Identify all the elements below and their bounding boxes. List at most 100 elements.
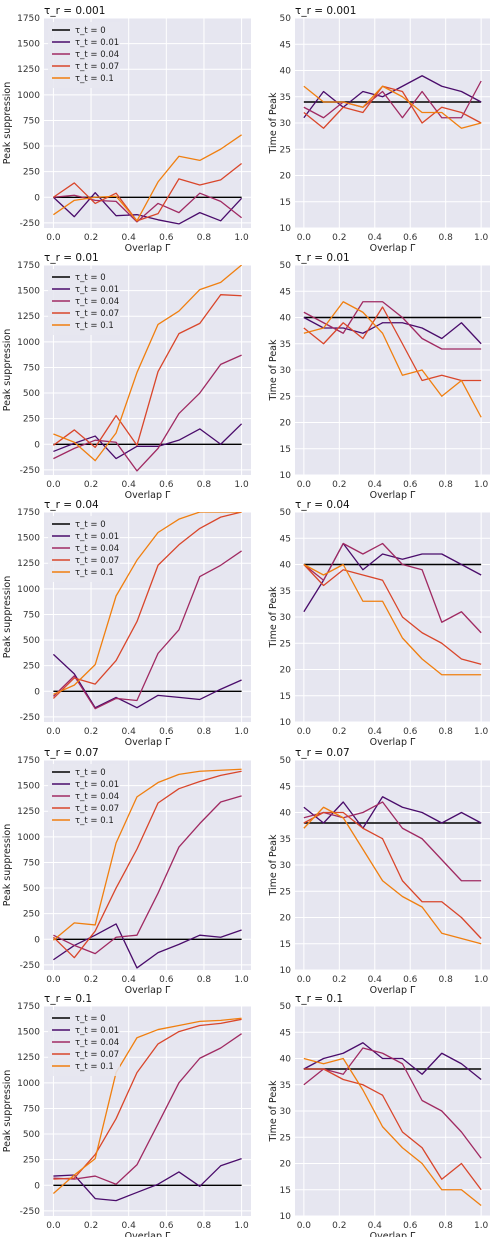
y-tick-label: 40 [280,561,292,571]
subplot-5: -250 0 250 500 750 1000 1250 1500 1750 0.0 0.2 0.4 0… [2,499,251,748]
x-tick-label: 0.0 [46,480,61,490]
x-tick-label: 0.4 [122,480,137,490]
y-tick-label: 10 [280,471,292,481]
legend-label: τ_t = 0.01 [75,285,119,295]
y-tick-label: -250 [20,1207,41,1217]
x-tick-label: 0.4 [368,975,383,985]
y-tick-label: 30 [280,366,292,376]
y-tick-label: 20 [280,666,292,676]
x-tick-label: 0.0 [297,1221,312,1231]
series-line-2 [303,801,482,882]
y-tick-label: 0 [34,935,40,945]
subplot-title: τ_r = 0.001 [44,5,105,17]
y-tick-label: 20 [280,914,292,924]
y-tick-label: 500 [23,884,40,894]
y-tick-label: 50 [280,14,292,24]
y-tick-label: 1750 [17,1002,40,1012]
series-group [52,512,242,710]
y-tick-label: 15 [280,1186,291,1196]
x-tick-label: 0.2 [332,975,346,985]
series-group [303,75,482,129]
x-tick-label: 1.0 [474,727,489,737]
series-line-4 [303,1057,482,1207]
legend-label: τ_t = 0.1 [75,568,114,578]
x-tick-label: 0.8 [197,975,212,985]
x-tick-label: 0.2 [84,975,98,985]
y-tick-label: -250 [20,961,41,971]
subplot-6: 10 15 20 25 30 35 40 45 50 0.0 0.2 0.4 0.6 0.8 1.0 τ_r … [268,499,490,748]
y-axis-label: Time of Peak [268,834,279,897]
x-tick-label: 0.4 [122,727,137,737]
legend-label: τ_t = 0.04 [75,544,119,554]
y-tick-label: 35 [280,93,291,103]
legend-label: τ_t = 0.07 [75,62,119,72]
x-tick-label: 0.0 [46,1221,61,1231]
y-axis-label: Time of Peak [268,1080,279,1143]
legend-label: τ_t = 0.07 [75,1050,119,1060]
legend-label: τ_t = 0.1 [75,74,114,84]
y-tick-label: 30 [280,119,292,129]
series-line-4 [52,768,242,941]
subplot-3: -250 0 250 500 750 1000 1250 1500 1750 0.0 0.2 0.4 0… [2,252,251,501]
legend-label: τ_t = 0.07 [75,309,119,319]
y-tick-label: 50 [280,1002,292,1012]
subplot-4: 10 15 20 25 30 35 40 45 50 0.0 0.2 0.4 0.6 0.8 1.0 τ_r … [268,252,490,501]
legend-label: τ_t = 0 [75,273,106,283]
series-line-3 [52,770,242,959]
x-tick-label: 0.8 [197,233,212,243]
x-tick-label: 0.2 [332,480,346,490]
series-group [52,134,243,225]
series-line-3 [53,162,242,222]
y-tick-label: 1750 [17,508,40,518]
x-tick-label: 0.8 [439,233,454,243]
legend-label: τ_t = 0.01 [75,1026,119,1036]
legend-label: τ_t = 0.1 [75,321,114,331]
y-tick-label: 1500 [17,534,40,544]
x-tick-label: 1.0 [474,1221,489,1231]
y-tick-label: 1250 [17,807,40,817]
series-line-3 [303,1068,482,1191]
y-tick-label: 250 [23,910,40,920]
x-tick-label: 0.6 [403,1221,418,1231]
series-group [303,1042,482,1207]
y-tick-label: 500 [23,1130,40,1140]
legend-label: τ_t = 0.04 [75,50,119,60]
series-line-3 [303,564,482,665]
x-tick-label: 0.8 [439,480,454,490]
y-tick-label: 10 [280,966,292,976]
x-tick-label: 0.6 [403,727,418,737]
y-tick-label: 15 [280,198,291,208]
series-line-3 [303,306,482,382]
x-tick-label: 0.0 [297,727,312,737]
y-axis-label: Peak suppression [2,1070,13,1153]
y-tick-label: 1500 [17,40,40,50]
legend-label: τ_t = 0 [75,520,106,530]
x-tick-label: 0.6 [159,727,174,737]
y-tick-label: 750 [23,858,40,868]
x-tick-label: 0.2 [84,480,98,490]
y-tick-label: 1250 [17,312,40,322]
y-tick-label: 40 [280,67,292,77]
y-tick-label: 750 [23,116,40,126]
y-tick-label: 25 [280,1133,291,1143]
x-tick-label: 0.4 [122,975,137,985]
x-tick-label: 0.8 [197,727,212,737]
subplot-title: τ_r = 0.07 [44,747,99,759]
x-tick-label: 0.2 [84,233,98,243]
y-tick-label: 30 [280,861,292,871]
legend: τ_t = 0 τ_t = 0.01 τ_t = 0.04 τ_t = 0.07 τ_t… [48,269,120,335]
y-tick-label: 50 [280,508,292,518]
series-line-4 [303,806,482,945]
subplot-title: τ_r = 0.01 [44,252,99,264]
y-tick-label: 45 [280,534,291,544]
subplot-1: -250 0 250 500 750 1000 1250 1500 1750 0.0 0.2 0.4 0… [2,5,251,254]
legend-box [48,22,120,88]
y-tick-label: 1000 [17,338,40,348]
subplot-7: -250 0 250 500 750 1000 1250 1500 1750 0.0 0.2 0.4 0… [2,747,251,996]
x-tick-label: 0.4 [368,233,383,243]
series-line-4 [53,134,242,222]
y-tick-label: 25 [280,145,291,155]
y-tick-label: 1500 [17,287,40,297]
x-tick-label: 0.6 [159,1221,174,1231]
